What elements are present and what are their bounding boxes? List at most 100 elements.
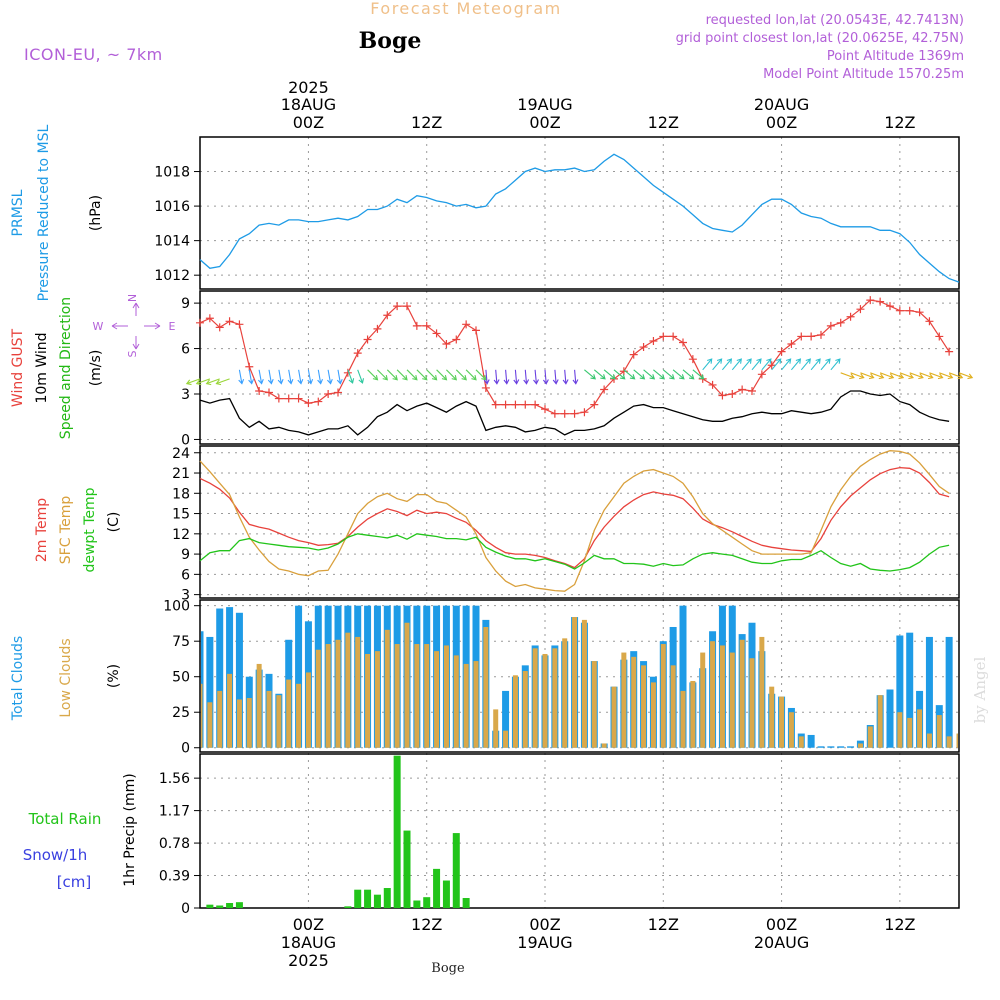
wind-direction-arrow bbox=[830, 358, 841, 371]
wind-gust-point bbox=[422, 321, 431, 330]
wind-gust-point bbox=[245, 362, 254, 371]
wind-direction-arrow bbox=[771, 358, 782, 371]
wind-direction-arrow bbox=[820, 358, 831, 371]
wind-direction-arrow bbox=[347, 369, 355, 384]
wind-direction-arrow bbox=[623, 369, 636, 380]
wind-gust-point bbox=[472, 326, 480, 335]
grid-point-coords: grid point closest lon,lat (20.0625E, 42… bbox=[676, 31, 964, 46]
wind-direction-arrow bbox=[465, 369, 477, 381]
bottom-hour-label: 12Z bbox=[648, 915, 679, 934]
wind-gust-point bbox=[205, 314, 214, 323]
clouds-unit-label: (%) bbox=[106, 664, 122, 688]
chart-title: Forecast Meteogram bbox=[370, 0, 561, 18]
wind-gust-point bbox=[915, 308, 924, 317]
wind-gust-point bbox=[718, 391, 727, 400]
low-clouds-bar bbox=[266, 690, 272, 748]
wind-gust-point bbox=[767, 361, 776, 370]
low-clouds-bar bbox=[710, 641, 716, 748]
low-clouds-bar bbox=[690, 680, 696, 748]
wind-gust-point bbox=[541, 405, 549, 414]
clouds-tick-label: 25 bbox=[172, 705, 190, 721]
wind-direction-arrow bbox=[455, 369, 467, 381]
wind-direction-arrow bbox=[238, 369, 245, 385]
bottom-year-label: 2025 bbox=[288, 951, 329, 970]
low-clouds-bar bbox=[779, 696, 785, 748]
low-clouds-bar bbox=[365, 653, 371, 748]
pressure-tick-label: 1012 bbox=[154, 268, 190, 284]
precip-tick-label: 1.56 bbox=[159, 771, 190, 787]
low-clouds-bar bbox=[572, 617, 578, 748]
temp-tick-label: 3 bbox=[181, 588, 190, 604]
wind-gust-point bbox=[619, 367, 628, 376]
bottom-hour-label: 00Z bbox=[293, 915, 324, 934]
wind-gust-point bbox=[590, 400, 599, 409]
wind-direction-arrow bbox=[948, 372, 964, 380]
t2m-line bbox=[199, 466, 950, 569]
wind-gust-point bbox=[777, 347, 786, 356]
top-hour-label: 00Z bbox=[529, 113, 560, 132]
wind-10m-line bbox=[199, 390, 950, 436]
low-clouds-bar bbox=[591, 661, 597, 748]
top-day-label: 20AUG bbox=[754, 95, 809, 114]
wind-tick-label: 0 bbox=[181, 432, 190, 448]
axis-ticks: 1012101410161018036936912151821240255075… bbox=[154, 165, 200, 917]
wind-direction-arrow bbox=[741, 358, 752, 371]
low-clouds-bar bbox=[463, 663, 469, 748]
wind-direction-arrow bbox=[633, 369, 646, 380]
low-clouds-bar bbox=[522, 671, 528, 748]
dewpt-label: dewpt Temp bbox=[82, 487, 98, 572]
wind-gust-point bbox=[393, 302, 402, 311]
total-clouds-bar bbox=[807, 734, 815, 748]
wind-gust-point bbox=[728, 390, 737, 399]
wind-direction-arrow bbox=[367, 369, 379, 381]
compass-arrows bbox=[111, 302, 161, 350]
total-clouds-bar bbox=[847, 746, 855, 748]
total-clouds-bar bbox=[896, 635, 904, 748]
wind-gust-point bbox=[560, 409, 569, 418]
low-clouds-bar bbox=[936, 715, 942, 748]
wind-direction-arrow bbox=[195, 378, 211, 386]
precip-tick-label: 0.78 bbox=[159, 836, 190, 852]
wind-gust-point bbox=[235, 320, 244, 329]
low-clouds-bar bbox=[631, 656, 637, 748]
requested-coords: requested lon,lat (20.0543E, 42.7413N) bbox=[706, 13, 964, 28]
bottom-day-label: 18AUG bbox=[281, 933, 336, 952]
wind-gust-point bbox=[639, 343, 648, 352]
wind-gust-point bbox=[462, 320, 471, 329]
wind-gust-point bbox=[757, 370, 766, 379]
low-clouds-bar bbox=[562, 638, 568, 748]
rain-bar bbox=[206, 904, 214, 908]
wind-direction-arrow bbox=[277, 369, 284, 385]
wind-direction-arrow bbox=[919, 372, 934, 380]
total-clouds-bar bbox=[216, 608, 224, 748]
low-clouds-bar bbox=[798, 736, 804, 748]
wind-gust-point bbox=[481, 383, 490, 392]
low-clouds-bar bbox=[325, 644, 331, 748]
wind-gust-point bbox=[353, 349, 362, 358]
wind-gust-point bbox=[452, 335, 461, 344]
top-hour-label: 00Z bbox=[293, 113, 324, 132]
low-clouds-bar bbox=[227, 673, 233, 748]
wind-direction-arrow bbox=[267, 369, 274, 385]
pressure-tick-label: 1018 bbox=[154, 165, 190, 181]
temp-tick-label: 9 bbox=[181, 547, 190, 563]
wind-gust-point bbox=[886, 302, 894, 311]
low-clouds-bar bbox=[512, 675, 518, 748]
low-clouds-bar bbox=[414, 644, 420, 748]
dewpt-line bbox=[199, 533, 950, 572]
low-clouds-bar bbox=[769, 686, 775, 748]
wind-direction-arrow bbox=[929, 372, 944, 380]
temp-tick-label: 12 bbox=[172, 527, 190, 543]
temp-tick-label: 18 bbox=[172, 486, 190, 502]
low-clouds-bar bbox=[483, 626, 489, 748]
wind-direction-arrow bbox=[446, 369, 458, 381]
wind-gust-point bbox=[196, 318, 204, 327]
wind-gust-point bbox=[600, 385, 609, 394]
rain-bar bbox=[442, 880, 450, 908]
wind-gust-point bbox=[787, 340, 796, 349]
wind-gust-point bbox=[412, 321, 421, 330]
wind-gust-point bbox=[688, 355, 697, 364]
low-clouds-bar bbox=[788, 712, 794, 748]
low-clouds-bar bbox=[236, 699, 242, 748]
wind-direction-arrow bbox=[702, 358, 713, 371]
